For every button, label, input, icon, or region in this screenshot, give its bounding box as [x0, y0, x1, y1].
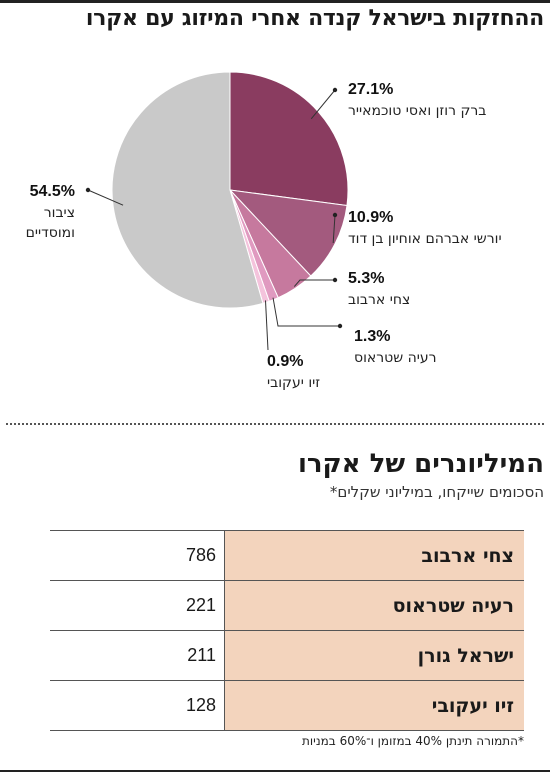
- millionaires-table: צחי ארבוב 786 רעיה שטראוס 221 ישראל גורן…: [50, 530, 524, 731]
- slice-name-label: ומוסדיים: [26, 225, 75, 241]
- table-footnote: *התמורה תינתן 40% במזומן ו־60% במניות: [302, 734, 524, 748]
- row-value: 211: [187, 645, 216, 665]
- table-row: זיו יעקובי 128: [50, 681, 524, 731]
- table-row: ישראל גורן 211: [50, 631, 524, 681]
- row-value: 786: [185, 545, 216, 565]
- row-name: רעיה שטראוס: [224, 581, 524, 630]
- row-name: צחי ארבוב: [224, 531, 524, 580]
- slice-public: [111, 71, 264, 309]
- slice-value-label: 1.3%: [354, 328, 390, 345]
- leader-line: [87, 189, 124, 206]
- top-rule: [0, 0, 550, 3]
- slice-value-label: 10.9%: [348, 209, 393, 226]
- row-name: זיו יעקובי: [224, 681, 524, 730]
- pie-chart-title: ההחזקות בישראל קנדה אחרי המיזוג עם אקרו: [85, 6, 544, 31]
- leader-dot: [85, 187, 91, 193]
- slice-name-label: יורשי אברהם אוחיון בן דוד: [348, 231, 502, 247]
- row-value: 221: [185, 595, 216, 615]
- bottom-rule: [0, 770, 550, 772]
- slice-value-label: 54.5%: [30, 183, 75, 200]
- leader-line: [332, 214, 336, 244]
- table-row: רעיה שטראוס 221: [50, 581, 524, 631]
- table-title: המיליונרים של אקרו: [297, 449, 544, 479]
- slice-name-label: זיו יעקובי: [267, 375, 320, 391]
- slice-ohayon-heirs: [228, 189, 348, 277]
- slice-name-label: רעיה שטראוס: [354, 350, 437, 366]
- leader-line: [293, 279, 335, 287]
- slice-value-label: 27.1%: [348, 81, 393, 98]
- leader-dot: [337, 323, 343, 329]
- leader-dot: [332, 212, 338, 218]
- row-value: 128: [185, 695, 216, 715]
- slice-name-label: ציבור: [44, 205, 75, 221]
- slice-barak-rozen: [229, 71, 349, 207]
- slice-name-label: צחי ארבוב: [348, 292, 410, 308]
- table-row: צחי ארבוב 786: [50, 531, 524, 581]
- section-divider: [6, 423, 544, 425]
- slice-value-label: 5.3%: [348, 270, 384, 287]
- slice-name-label: ברק רוזן ואסי טוכמאייר: [348, 103, 486, 119]
- table-subtitle: הסכומים שייקחו, במיליוני שקלים*: [329, 483, 544, 501]
- leader-dot: [332, 87, 338, 93]
- slice-value-label: 0.9%: [267, 353, 303, 370]
- row-name: ישראל גורן: [224, 631, 524, 680]
- pie-chart: 27.1% ברק רוזן ואסי טוכמאייר 10.9% יורשי אב…: [26, 71, 502, 391]
- leader-line: [272, 297, 340, 327]
- leader-line: [264, 300, 269, 351]
- leader-dot: [332, 277, 338, 283]
- leader-line: [310, 89, 336, 120]
